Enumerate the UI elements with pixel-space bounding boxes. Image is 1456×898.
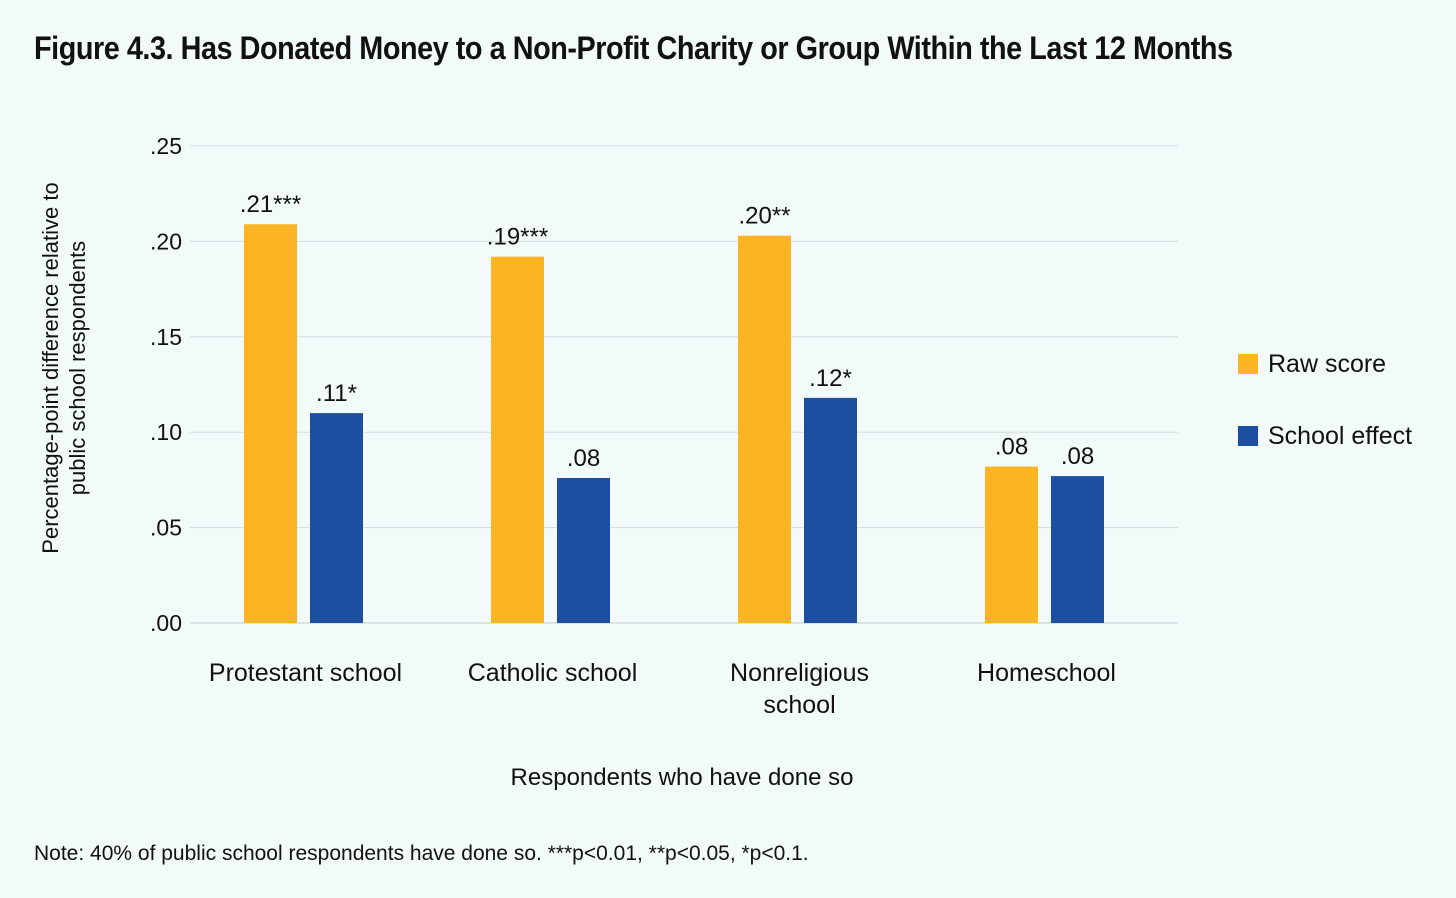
y-tick-label: .15 — [150, 324, 182, 350]
x-axis-label: Respondents who have done so — [510, 764, 854, 791]
y-tick-label: .25 — [150, 133, 182, 159]
bar-school-effect-nonreligious-school — [804, 397, 857, 623]
footnote: Note: 40% of public school respondents h… — [34, 842, 809, 865]
bars — [244, 224, 1104, 623]
category-label: Catholic school — [468, 659, 638, 687]
bar-raw-score-protestant-school — [244, 224, 297, 623]
data-labels: .21*** .11* .19*** .08 .20** .12* .08 .08 — [240, 191, 1094, 472]
data-label: .08 — [1061, 443, 1094, 470]
data-label: .12* — [809, 365, 852, 392]
category-label: Protestant school — [209, 659, 402, 687]
data-label: .08 — [995, 434, 1028, 461]
category-label: Homeschool — [977, 659, 1116, 687]
data-label: .08 — [567, 445, 600, 472]
category-label: Nonreligious — [730, 659, 869, 687]
category-labels: Protestant school Catholic school Nonrelig… — [209, 659, 1116, 719]
bar-raw-score-homeschool — [985, 466, 1038, 623]
legend: Raw score School effect — [1238, 346, 1412, 490]
data-label: .20** — [738, 203, 790, 230]
bar-school-effect-catholic-school — [557, 477, 610, 623]
legend-item-raw-score: Raw score — [1238, 346, 1412, 382]
legend-swatch-raw-score — [1238, 354, 1258, 374]
bar-raw-score-nonreligious-school — [738, 235, 791, 623]
y-tick-label: .05 — [150, 515, 182, 541]
legend-item-school-effect: School effect — [1238, 418, 1412, 454]
legend-swatch-school-effect — [1238, 426, 1258, 446]
y-tick-label: .00 — [150, 610, 182, 636]
legend-label: Raw score — [1268, 349, 1387, 378]
chart-title: Figure 4.3. Has Donated Money to a Non-P… — [34, 30, 1233, 66]
y-tick-label: .20 — [150, 228, 182, 254]
data-label: .11* — [316, 380, 357, 407]
bar-school-effect-protestant-school — [310, 413, 363, 623]
y-tick-labels: .00 .05 .10 .15 .20 .25 — [150, 133, 182, 636]
y-tick-label: .10 — [150, 419, 182, 445]
bar-school-effect-homeschool — [1051, 476, 1104, 623]
data-label: .19*** — [487, 224, 548, 251]
legend-label: School effect — [1268, 421, 1413, 450]
bar-raw-score-catholic-school — [491, 256, 544, 623]
category-label: school — [763, 691, 835, 719]
data-label: .21*** — [240, 191, 301, 218]
